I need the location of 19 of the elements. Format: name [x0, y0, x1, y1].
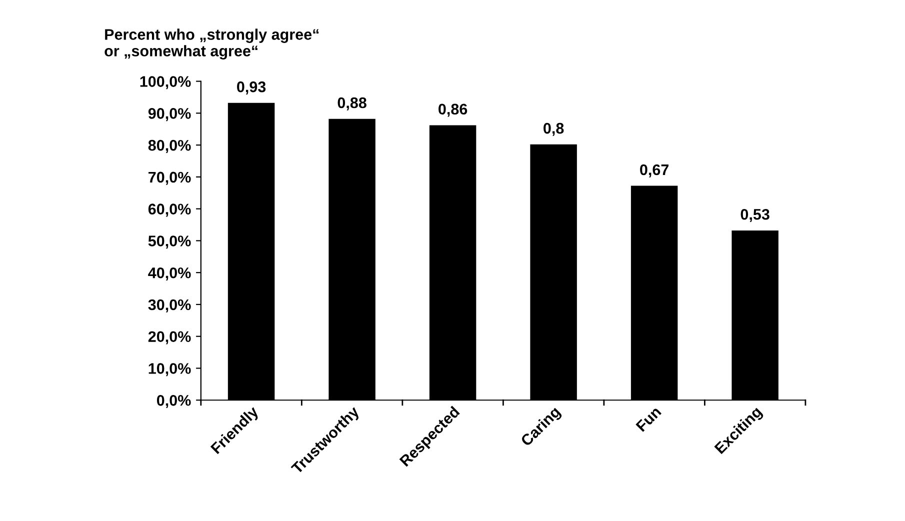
data-label: 0,53: [740, 208, 770, 222]
data-label: 0,93: [237, 81, 266, 94]
chart-title: Percent who „strongly agree“ or „somewhat agree“: [104, 28, 319, 60]
data-label: 0,67: [640, 164, 669, 178]
y-tick-label: 90,0%: [148, 108, 191, 122]
y-tick-label: 30,0%: [148, 299, 191, 312]
y-tick-label: 60,0%: [148, 204, 191, 217]
y-tick-label: 10,0%: [148, 363, 191, 376]
data-label: 0,8: [544, 122, 564, 136]
y-tick-label: 100,0%: [140, 76, 191, 90]
y-tick-label: 50,0%: [148, 236, 191, 249]
y-tick-label: 40,0%: [148, 267, 191, 280]
data-label: 0,86: [438, 104, 468, 117]
data-label: 0,88: [338, 97, 366, 110]
x-tick-label: Fun: [636, 406, 662, 432]
y-tick-label: 80,0%: [148, 140, 191, 153]
y-tick-label: 20,0%: [148, 331, 191, 344]
y-tick-label: 70,0%: [148, 172, 191, 185]
y-tick-label: 0,0%: [156, 394, 191, 408]
